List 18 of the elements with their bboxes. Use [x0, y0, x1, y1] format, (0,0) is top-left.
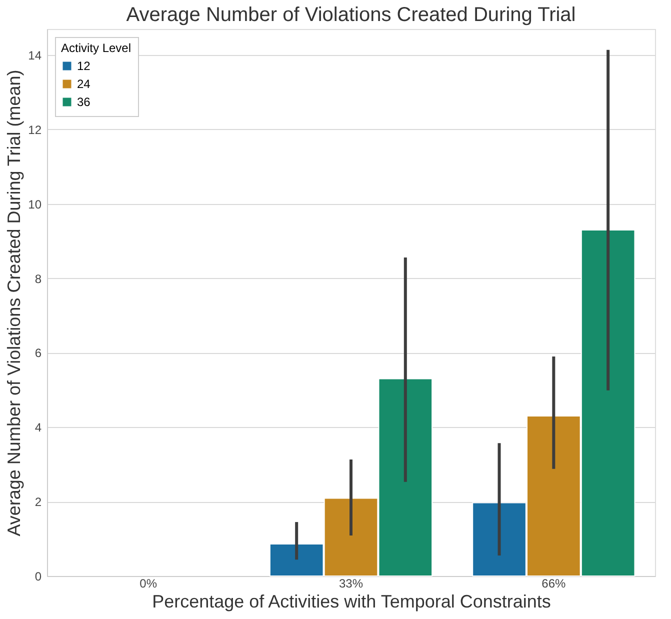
- y-tick-label: 8: [34, 272, 42, 286]
- legend-label: 12: [77, 59, 91, 73]
- chart-title: Average Number of Violations Created During Trial: [126, 4, 576, 26]
- legend-label: 24: [77, 77, 91, 91]
- y-tick-label: 14: [28, 48, 42, 63]
- y-tick-label: 10: [28, 197, 42, 212]
- y-tick-label: 0: [34, 570, 42, 584]
- y-tick-label: 6: [34, 346, 42, 360]
- y-tick-label: 2: [34, 495, 42, 510]
- x-tick-label: 33%: [338, 576, 364, 590]
- y-axis-title: Average Number of Violations Created During Trial (mean): [4, 70, 24, 536]
- y-tick-label: 4: [34, 420, 42, 435]
- x-tick-label: 66%: [542, 576, 566, 590]
- x-tick-label: 0%: [140, 576, 158, 590]
- legend-title: Activity Level: [61, 41, 132, 55]
- y-tick-label: 12: [28, 122, 42, 137]
- x-axis-title: Percentage of Activities with Temporal Constraints: [152, 592, 551, 612]
- legend-label: 36: [77, 95, 91, 109]
